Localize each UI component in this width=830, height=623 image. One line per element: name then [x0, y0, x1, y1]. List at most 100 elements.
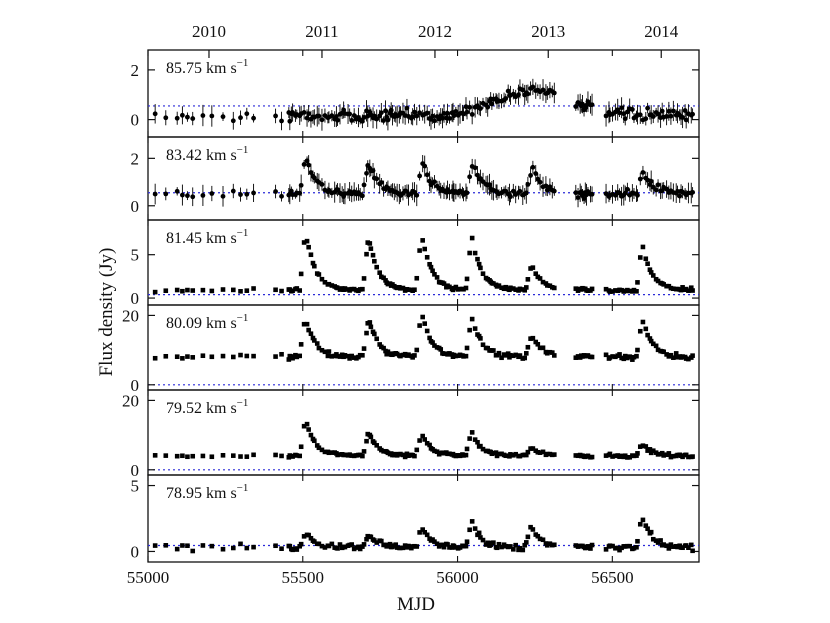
data-point: [326, 543, 332, 549]
data-point: [174, 115, 180, 121]
data-point: [372, 258, 377, 264]
data-point: [630, 357, 635, 362]
data-point: [163, 115, 169, 121]
data-point: [547, 184, 553, 190]
data-point: [478, 535, 483, 540]
data-point: [463, 285, 469, 291]
data-point: [322, 349, 328, 355]
data-point: [190, 548, 196, 554]
data-point: [647, 267, 653, 272]
y-tick-label: 0: [131, 111, 140, 130]
data-point: [447, 284, 452, 290]
data-point: [414, 544, 420, 549]
data-point: [412, 287, 417, 293]
data-point: [603, 453, 609, 458]
data-point: [655, 540, 661, 545]
year-tick-label: 2014: [644, 22, 679, 41]
data-point: [690, 353, 695, 358]
data-point: [273, 189, 278, 194]
data-point: [655, 278, 661, 284]
data-point: [384, 351, 389, 357]
data-point: [631, 354, 637, 360]
data-point: [244, 111, 250, 117]
data-point: [525, 91, 531, 97]
x-axis-title: MJD: [397, 594, 435, 615]
data-point: [524, 285, 529, 290]
data-point: [480, 446, 486, 452]
data-point: [422, 529, 428, 535]
data-points: [152, 155, 695, 208]
data-point: [547, 349, 553, 355]
data-point: [200, 353, 206, 359]
data-point: [398, 353, 403, 359]
data-points: [152, 78, 695, 131]
data-point: [549, 350, 555, 355]
data-point: [607, 543, 613, 549]
data-point: [190, 288, 196, 293]
data-point: [461, 543, 466, 549]
data-point: [617, 547, 622, 553]
y-tick-label: 2: [131, 61, 140, 80]
data-point: [671, 355, 676, 360]
data-point: [634, 289, 639, 294]
data-point: [301, 240, 307, 245]
data-point: [668, 454, 674, 460]
data-point: [589, 354, 595, 360]
y-tick-label: 20: [122, 306, 139, 325]
data-point: [491, 450, 496, 456]
data-point: [244, 353, 250, 359]
data-point: [163, 353, 169, 359]
data-point: [648, 178, 654, 184]
data-point: [273, 452, 278, 458]
data-points: [152, 517, 695, 554]
data-point: [398, 545, 403, 551]
data-point: [329, 450, 335, 455]
x-tick-label: 55000: [127, 568, 170, 587]
data-point: [686, 545, 691, 551]
x-tick-label: 56000: [436, 568, 479, 587]
data-point: [690, 189, 695, 195]
data-point: [522, 542, 528, 548]
data-point: [387, 541, 393, 547]
data-point: [551, 90, 557, 96]
data-point: [625, 543, 630, 549]
data-point: [430, 268, 435, 274]
data-point: [304, 321, 310, 327]
data-point: [476, 530, 482, 536]
data-point: [174, 453, 180, 459]
data-point: [432, 179, 437, 185]
data-point: [251, 353, 256, 359]
data-point: [329, 113, 335, 119]
data-point: [290, 355, 295, 361]
data-point: [634, 544, 639, 550]
data-point: [537, 345, 543, 351]
data-point: [524, 452, 529, 458]
data-point: [319, 447, 325, 453]
data-point: [680, 354, 685, 359]
data-point: [453, 284, 459, 290]
data-point: [220, 452, 226, 458]
data-point: [238, 541, 243, 547]
data-point: [220, 287, 226, 292]
data-point: [472, 250, 478, 256]
data-point: [364, 536, 369, 542]
data-point: [447, 115, 452, 121]
data-point: [290, 547, 295, 553]
data-point: [420, 238, 425, 243]
data-point: [478, 336, 483, 341]
data-point: [688, 285, 694, 290]
data-point: [420, 527, 425, 532]
data-point: [655, 452, 661, 457]
data-point: [231, 545, 236, 551]
data-point: [525, 182, 531, 187]
data-point: [180, 288, 185, 294]
data-point: [478, 106, 483, 111]
data-point: [525, 534, 531, 540]
data-point: [152, 355, 158, 361]
data-point: [322, 449, 328, 455]
data-point: [547, 451, 553, 457]
data-point: [377, 270, 382, 275]
year-tick-label: 2013: [531, 22, 565, 41]
data-point: [190, 116, 196, 121]
